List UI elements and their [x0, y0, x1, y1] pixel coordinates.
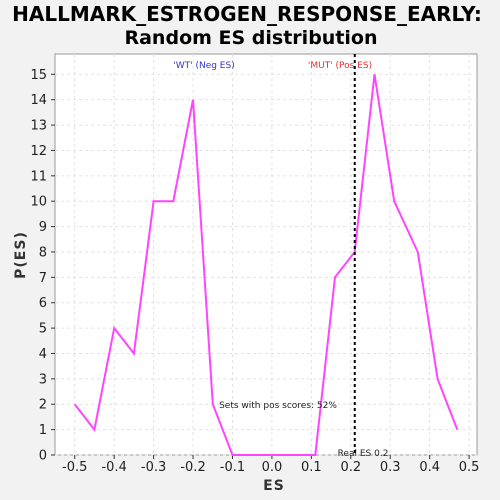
y-tick-label: 2: [39, 398, 47, 413]
y-tick-label: 15: [30, 68, 47, 83]
grid-lines: [55, 54, 477, 456]
x-tick-label: 0.3: [380, 460, 401, 475]
chart-title: HALLMARK_ESTROGEN_RESPONSE_EARLY:: [12, 2, 482, 26]
y-tick-label: 11: [30, 169, 47, 184]
series-layer: [73, 74, 459, 456]
y-tick-label: 14: [30, 93, 47, 108]
y-tick-label: 0: [39, 449, 47, 464]
y-tick-label: 9: [39, 220, 47, 235]
x-tick-label: -0.5: [62, 460, 87, 475]
y-tick-label: 12: [30, 144, 47, 159]
x-tick-label: -0.4: [101, 460, 126, 475]
chart-subtitle: Random ES distribution: [124, 27, 377, 49]
x-tick-label: -0.1: [220, 460, 245, 475]
x-tick-label: -0.3: [141, 460, 166, 475]
y-tick-label: 7: [39, 271, 47, 286]
x-axis-title: ES: [263, 478, 285, 494]
real-es-label: Real ES 0.2: [338, 449, 389, 459]
y-tick-label: 13: [30, 119, 47, 134]
wt-label: 'WT' (Neg ES): [173, 61, 234, 71]
x-tick-label: 0.4: [419, 460, 440, 475]
x-tick-label: 0.5: [459, 460, 480, 475]
x-tick-label: 0.1: [301, 460, 322, 475]
y-tick-label: 1: [39, 423, 47, 438]
x-tick-label: -0.2: [180, 460, 205, 475]
y-tick-label: 8: [39, 245, 47, 260]
x-axis: -0.5 -0.4 -0.3 -0.2 -0.1 0.0 0.1 0.2 0.3 0.4 0.5: [62, 455, 479, 475]
pos-scores-label: Sets with pos scores: 52%: [219, 401, 337, 411]
series-line: [73, 74, 459, 456]
y-tick-label: 5: [39, 322, 47, 337]
x-tick-label: 0.2: [340, 460, 361, 475]
y-tick-label: 6: [39, 296, 47, 311]
plot-area: [54, 53, 478, 456]
y-tick-label: 10: [30, 195, 47, 210]
x-tick-label: 0.0: [262, 460, 283, 475]
y-tick-label: 3: [39, 372, 47, 387]
mut-label: 'MUT' (Pos ES): [308, 61, 372, 71]
y-axis-title: P(ES): [13, 231, 29, 279]
y-tick-label: 4: [39, 347, 47, 362]
